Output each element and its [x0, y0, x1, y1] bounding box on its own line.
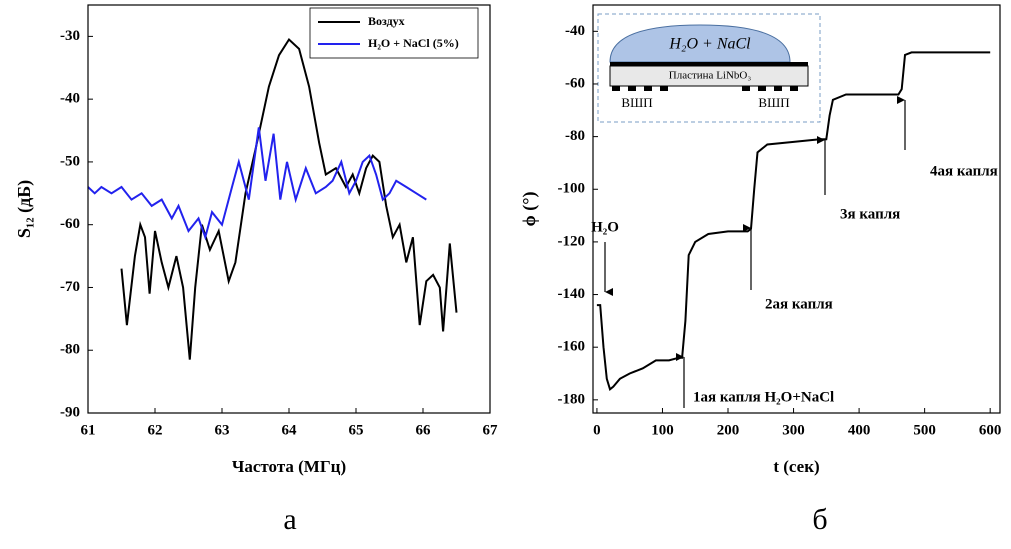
x-tick-label: 62: [148, 422, 163, 438]
y-tick-label: -120: [558, 233, 586, 249]
y-tick-label: -140: [558, 286, 586, 302]
y-tick-label: -160: [558, 339, 586, 355]
series-line: [596, 51, 991, 391]
legend-label: H₂O + NaCl (5%): [368, 36, 459, 50]
inset-idt: ВШП: [621, 95, 652, 110]
series-line: [120, 37, 458, 360]
y-axis-label: ϕ (°): [519, 192, 540, 227]
x-axis-label: t (сек): [773, 457, 819, 476]
y-axis-label: S₁₂ (дБ): [14, 180, 35, 238]
x-tick-label: 64: [282, 422, 298, 438]
annotation: 4ая капля: [930, 163, 998, 179]
x-tick-label: 300: [782, 422, 805, 438]
annotation: 3я капля: [840, 206, 900, 222]
inset: H₂O + NaCl Пластина LiNbO₃ ВШП ВШП: [597, 13, 821, 123]
y-tick-label: -80: [60, 342, 80, 358]
legend-box: [309, 7, 479, 59]
x-tick-label: 67: [483, 422, 499, 438]
x-tick-label: 100: [651, 422, 674, 438]
x-tick-label: 200: [717, 422, 740, 438]
y-tick-label: -30: [60, 28, 80, 44]
x-tick-label: 61: [81, 422, 96, 438]
x-tick-label: 0: [593, 422, 601, 438]
plot-frame: [592, 4, 1001, 414]
y-tick-label: -180: [558, 391, 586, 407]
y-tick-label: -60: [565, 75, 585, 91]
y-tick-label: -50: [60, 153, 80, 169]
y-tick-label: -40: [565, 23, 585, 39]
x-tick-label: 63: [215, 422, 230, 438]
x-axis-label: Частота (МГц): [232, 457, 346, 476]
caption: б: [812, 503, 827, 536]
x-tick-label: 400: [848, 422, 871, 438]
legend-label: Воздух: [368, 14, 405, 28]
series-line: [87, 127, 427, 241]
arrows: [604, 96, 906, 408]
x-tick-label: 66: [416, 422, 432, 438]
x-tick-label: 65: [349, 422, 364, 438]
x-tick-label: 600: [979, 422, 1002, 438]
y-tick-label: -60: [60, 216, 80, 232]
inset-plate: Пластина LiNbO₃: [669, 70, 752, 82]
annotation: H₂O: [591, 219, 619, 235]
y-tick-label: -100: [558, 181, 586, 197]
inset-idt: ВШП: [758, 95, 789, 110]
annotation: 1ая капля H₂O+NaCl: [693, 389, 834, 405]
inset-liquid: H₂O + NaCl: [668, 36, 751, 53]
x-tick-label: 500: [913, 422, 936, 438]
y-tick-label: -70: [60, 279, 80, 295]
y-tick-label: -80: [565, 128, 585, 144]
annotation: 2ая капля: [765, 296, 833, 312]
plot-frame: [87, 4, 491, 414]
y-tick-label: -90: [60, 404, 80, 420]
y-tick-label: -40: [60, 91, 80, 107]
caption: а: [283, 503, 296, 536]
